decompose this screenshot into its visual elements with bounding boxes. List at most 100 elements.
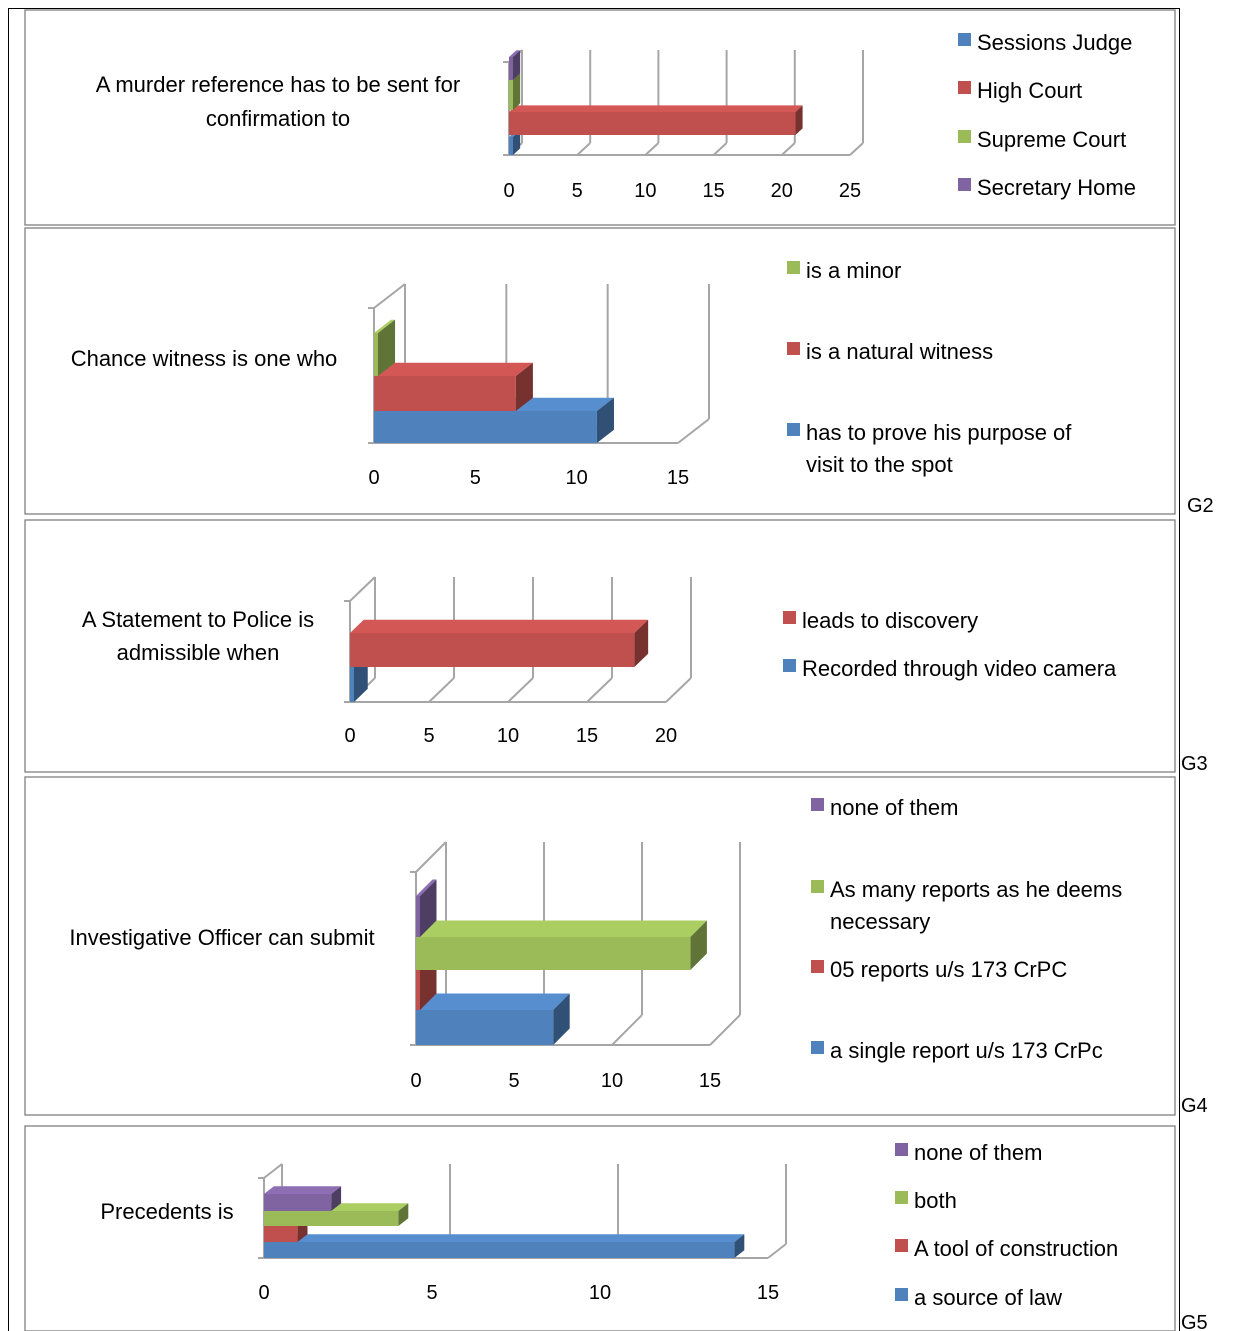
panel-border: [24, 776, 1176, 1116]
bar-end-face: [513, 130, 521, 155]
legend-label: is a minor: [806, 258, 901, 283]
bar: [416, 993, 570, 1045]
x-tick-label: 0: [503, 180, 514, 202]
floor-grid-line: [677, 418, 710, 444]
bar-top-face: [416, 993, 570, 1010]
legend-swatch: [811, 960, 824, 973]
x-tick-label: 10: [601, 1070, 623, 1092]
question-label: Precedents is: [100, 1199, 233, 1224]
legend-swatch: [958, 130, 971, 143]
bar: [374, 362, 533, 411]
x-tick-label: 5: [426, 1282, 437, 1304]
bar-end-face: [513, 50, 521, 80]
bar-top-face: [350, 619, 649, 633]
legend-label: has to prove his purpose of visit to the …: [806, 420, 1072, 477]
legend-item: A tool of construction: [895, 1236, 1118, 1261]
bar-end-face: [596, 397, 614, 443]
bar-front-face: [509, 80, 513, 110]
legend-item: As many reports as he deems necessary: [811, 877, 1122, 934]
bar-front-face: [264, 1211, 399, 1226]
bar: [350, 619, 649, 667]
floor-grid-line: [576, 142, 591, 156]
legend-swatch: [811, 798, 824, 811]
x-tick-label: 0: [344, 725, 355, 747]
bar-end-face: [634, 619, 649, 667]
legend-swatch: [783, 659, 796, 672]
question-label: Chance witness is one who: [71, 346, 338, 371]
figure-label-g3: G3: [1181, 753, 1208, 775]
legend-item: both: [895, 1188, 957, 1213]
legend-item: leads to discovery: [783, 608, 978, 633]
x-tick-label: 10: [634, 180, 656, 202]
bar-front-face: [509, 137, 513, 155]
bar: [264, 1234, 745, 1258]
legend-item: none of them: [811, 795, 958, 820]
bar-end-face: [513, 73, 521, 110]
legend-label: a single report u/s 173 CrPc: [830, 1038, 1103, 1063]
question-label-line: A Statement to Police is: [82, 607, 314, 632]
bar: [374, 319, 396, 376]
x-tick-label: 15: [699, 1070, 721, 1092]
legend-item: none of them: [895, 1140, 1042, 1165]
legend-swatch: [958, 81, 971, 94]
bar-front-face: [350, 633, 635, 667]
bar-top-face: [374, 362, 533, 376]
legend-swatch: [895, 1143, 908, 1156]
bar-front-face: [350, 667, 354, 702]
panel-border: [24, 1125, 1176, 1331]
legend-item: a single report u/s 173 CrPc: [811, 1038, 1103, 1063]
wall-depth-line: [415, 841, 447, 873]
bar-top-face: [509, 50, 521, 57]
x-tick-label: 25: [839, 180, 861, 202]
bar-end-face: [398, 1203, 409, 1226]
bar-end-face: [378, 319, 396, 376]
bar-front-face: [374, 333, 378, 376]
legend: Recorded through video camera leads to di…: [783, 608, 1117, 681]
legend: a single report u/s 173 CrPc 05 reports u…: [811, 795, 1122, 1063]
bar-top-face: [509, 105, 803, 112]
x-tick-label: 20: [771, 180, 793, 202]
floor-grid-line: [767, 1243, 787, 1259]
bar-top-face: [416, 879, 437, 896]
bar: [416, 879, 437, 937]
floor-grid-line: [665, 677, 692, 703]
legend-swatch: [811, 1041, 824, 1054]
question-label-line: confirmation to: [206, 106, 350, 131]
legend-label: both: [914, 1188, 957, 1213]
legend-swatch: [811, 880, 824, 893]
x-tick-label: 10: [497, 725, 519, 747]
legend-item: a source of law: [895, 1285, 1062, 1310]
legend-label: High Court: [977, 78, 1082, 103]
legend-label: none of them: [830, 795, 958, 820]
legend-label: Sessions Judge: [977, 30, 1132, 55]
legend-item: High Court: [958, 78, 1082, 103]
legend-label-line: necessary: [830, 909, 930, 934]
legend: has to prove his purpose of visit to the …: [787, 258, 1072, 477]
x-tick-label: 5: [572, 180, 583, 202]
floor-grid-line: [781, 142, 796, 156]
legend-item: Recorded through video camera: [783, 656, 1117, 681]
bar: [509, 105, 803, 135]
floor-grid-line: [709, 1014, 741, 1046]
legend-swatch: [958, 178, 971, 191]
bar-front-face: [264, 1242, 735, 1258]
bar: [416, 920, 707, 970]
legend-swatch: [958, 33, 971, 46]
legend-item: 05 reports u/s 173 CrPC: [811, 957, 1067, 982]
bar-end-face: [331, 1186, 342, 1211]
legend-swatch: [783, 611, 796, 624]
legend-swatch: [895, 1288, 908, 1301]
x-tick-label: 20: [655, 725, 677, 747]
x-tick-label: 15: [757, 1282, 779, 1304]
floor-grid-line: [507, 677, 534, 703]
x-tick-label: 15: [667, 467, 689, 489]
legend-item: is a minor: [787, 258, 901, 283]
legend: a source of law A tool of construction bot…: [895, 1140, 1118, 1310]
legend-swatch: [787, 423, 800, 436]
x-tick-label: 10: [566, 467, 588, 489]
question-label: Investigative Officer can submit: [69, 925, 374, 950]
chart-panel: Chance witness is one who 0 5 10 15 has to pr…: [24, 227, 1176, 515]
x-tick-label: 15: [576, 725, 598, 747]
bar-end-face: [795, 105, 803, 135]
